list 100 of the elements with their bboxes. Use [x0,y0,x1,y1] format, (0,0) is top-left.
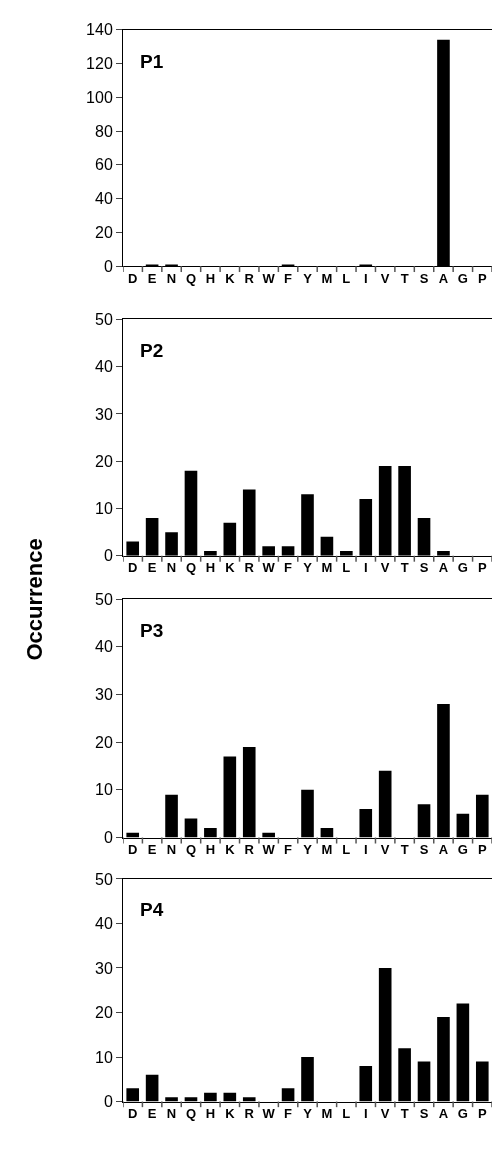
x-tick-label: Y [303,842,313,858]
x-tick-label: P [477,270,487,286]
y-tick-label: 30 [95,686,113,704]
x-tick-label: A [438,560,449,576]
x-tick-label: D [128,560,138,576]
y-tick-label: 60 [95,156,113,174]
x-tick-label: V [380,560,390,576]
y-tick-label: 50 [95,590,113,608]
text: P4 [140,899,164,920]
x-tick-label: A [438,270,449,286]
text: P3 [140,620,164,641]
x-tick-label: N [166,560,177,576]
y-tick-label: 20 [95,452,113,470]
y-tick-label: 100 [86,88,113,106]
y-tick-label: 20 [95,1004,113,1022]
x-tick-label: I [363,842,368,858]
x-tick-label: R [244,270,255,286]
x-tick-label: Q [185,842,197,858]
x-tick-label: D [128,842,138,858]
x-tick-label: T [400,1106,409,1122]
x-tick-label: G [457,1106,468,1122]
x-tick-label: I [363,270,368,286]
y-tick-label: 0 [103,1093,113,1111]
y-tick-label: 50 [95,870,113,888]
x-tick-label: H [205,842,216,858]
x-tick-label: R [244,842,255,858]
y-axis-title: Occurrence [22,538,48,661]
x-tick-label: N [166,842,177,858]
x-tick-label: I [363,560,368,576]
x-tick-label: Q [185,560,197,576]
x-tick-label: E [147,270,157,286]
y-tick-label: 30 [95,959,113,977]
x-tick-label: V [380,270,390,286]
x-tick-label: M [321,270,333,286]
x-tick-label: A [438,842,449,858]
x-tick-label: W [262,560,276,576]
x-tick-label: T [400,560,409,576]
x-tick-label: Y [303,1106,313,1122]
y-tick-label: 40 [95,915,113,933]
x-tick-label: W [262,270,276,286]
x-tick-label: N [166,270,177,286]
x-tick-label: F [284,1106,293,1122]
y-tick-label: 80 [95,122,113,140]
y-tick-label: 20 [95,733,113,751]
x-tick-label: F [284,270,293,286]
y-tick-label: 10 [95,500,113,518]
x-tick-label: K [225,560,236,576]
x-tick-label: Y [303,270,313,286]
x-tick-label: S [419,842,429,858]
x-tick-label: S [419,270,429,286]
x-tick-label: R [244,1106,255,1122]
x-tick-label: L [342,560,351,576]
x-tick-label: G [457,270,468,286]
x-tick-label: A [438,1106,449,1122]
x-tick-label: L [342,842,351,858]
x-tick-label: G [457,842,468,858]
x-tick-label: E [147,560,157,576]
x-tick-label: T [400,842,409,858]
x-tick-label: L [342,1106,351,1122]
x-tick-label: K [225,1106,236,1122]
x-tick-label: N [166,1106,177,1122]
x-tick-label: G [457,560,468,576]
y-tick-label: 10 [95,781,113,799]
x-tick-label: P [477,842,487,858]
x-tick-label: I [363,1106,368,1122]
x-tick-label: H [205,1106,216,1122]
x-tick-label: D [128,270,138,286]
x-tick-label: E [147,1106,157,1122]
y-tick-label: 0 [103,829,113,847]
x-tick-label: E [147,842,157,858]
x-tick-label: F [284,560,293,576]
text: P2 [140,340,164,361]
x-tick-label: L [342,270,351,286]
x-tick-label: M [321,560,333,576]
x-tick-label: T [400,270,409,286]
x-tick-label: V [380,842,390,858]
y-tick-label: 40 [95,638,113,656]
x-tick-label: K [225,842,236,858]
y-tick-label: 120 [86,55,113,73]
y-tick-label: 0 [103,547,113,565]
x-tick-label: W [262,1106,276,1122]
x-tick-label: H [205,270,216,286]
y-tick-label: 10 [95,1048,113,1066]
y-tick-label: 40 [95,358,113,376]
x-tick-label: W [262,842,276,858]
x-tick-label: P [477,560,487,576]
y-tick-label: 0 [103,257,113,275]
x-tick-label: S [419,560,429,576]
text: P1 [140,51,164,72]
x-tick-label: D [128,1106,138,1122]
y-tick-label: 140 [86,21,113,39]
y-tick-label: 30 [95,405,113,423]
y-tick-label: 50 [95,310,113,328]
x-tick-label: F [284,842,293,858]
x-tick-label: P [477,1106,487,1122]
y-tick-label: 20 [95,223,113,241]
x-tick-label: S [419,1106,429,1122]
x-tick-label: K [225,270,236,286]
x-tick-label: M [321,1106,333,1122]
x-tick-label: V [380,1106,390,1122]
